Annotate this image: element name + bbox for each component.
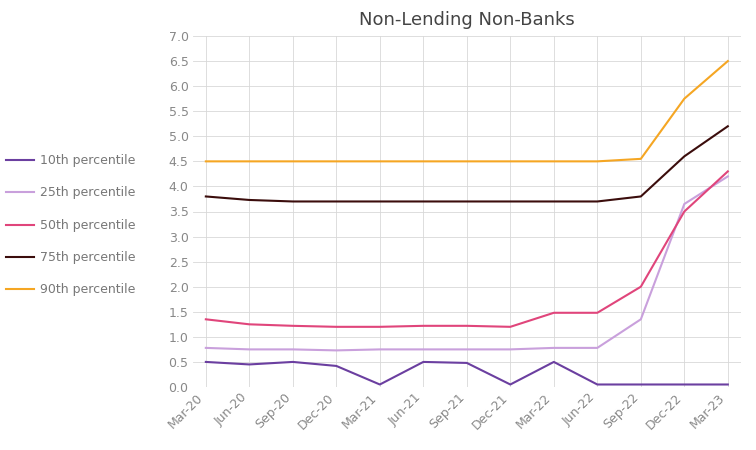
25th percentile xyxy=(550,345,559,351)
Line: 25th percentile: 25th percentile xyxy=(206,176,728,351)
75th percentile xyxy=(419,199,428,204)
75th percentile xyxy=(637,194,646,199)
75th percentile xyxy=(593,199,602,204)
Title: Non-Lending Non-Banks: Non-Lending Non-Banks xyxy=(359,11,575,29)
75th percentile xyxy=(550,199,559,204)
Line: 50th percentile: 50th percentile xyxy=(206,171,728,327)
Line: 10th percentile: 10th percentile xyxy=(206,362,728,384)
10th percentile xyxy=(288,359,297,364)
90th percentile xyxy=(593,159,602,164)
25th percentile xyxy=(506,346,515,352)
50th percentile xyxy=(550,310,559,315)
10th percentile xyxy=(680,382,689,387)
10th percentile xyxy=(550,359,559,364)
75th percentile xyxy=(375,199,384,204)
25th percentile xyxy=(375,346,384,352)
50th percentile xyxy=(593,310,602,315)
10th percentile xyxy=(463,360,472,366)
90th percentile xyxy=(288,159,297,164)
10th percentile xyxy=(637,382,646,387)
90th percentile xyxy=(201,159,210,164)
75th percentile xyxy=(463,199,472,204)
25th percentile xyxy=(245,346,254,352)
75th percentile xyxy=(723,124,733,129)
25th percentile xyxy=(419,346,428,352)
25th percentile xyxy=(637,317,646,322)
25th percentile xyxy=(288,346,297,352)
25th percentile xyxy=(593,345,602,351)
50th percentile xyxy=(463,323,472,328)
90th percentile xyxy=(637,156,646,162)
90th percentile xyxy=(375,159,384,164)
25th percentile xyxy=(680,201,689,207)
10th percentile xyxy=(593,382,602,387)
90th percentile xyxy=(550,159,559,164)
50th percentile xyxy=(201,317,210,322)
10th percentile xyxy=(723,382,733,387)
25th percentile xyxy=(332,348,341,353)
50th percentile xyxy=(506,324,515,329)
Line: 75th percentile: 75th percentile xyxy=(206,126,728,202)
90th percentile xyxy=(723,58,733,64)
75th percentile xyxy=(201,194,210,199)
90th percentile xyxy=(419,159,428,164)
25th percentile xyxy=(463,346,472,352)
10th percentile xyxy=(419,359,428,364)
50th percentile xyxy=(419,323,428,328)
75th percentile xyxy=(506,199,515,204)
10th percentile xyxy=(245,362,254,367)
Line: 90th percentile: 90th percentile xyxy=(206,61,728,162)
50th percentile xyxy=(332,324,341,329)
50th percentile xyxy=(637,284,646,289)
75th percentile xyxy=(332,199,341,204)
75th percentile xyxy=(288,199,297,204)
25th percentile xyxy=(201,345,210,351)
10th percentile xyxy=(201,359,210,364)
10th percentile xyxy=(506,382,515,387)
Legend: 10th percentile, 25th percentile, 50th percentile, 75th percentile, 90th percent: 10th percentile, 25th percentile, 50th p… xyxy=(6,154,135,296)
90th percentile xyxy=(506,159,515,164)
90th percentile xyxy=(245,159,254,164)
90th percentile xyxy=(680,96,689,101)
50th percentile xyxy=(245,322,254,327)
75th percentile xyxy=(680,153,689,159)
25th percentile xyxy=(723,174,733,179)
90th percentile xyxy=(463,159,472,164)
75th percentile xyxy=(245,197,254,202)
50th percentile xyxy=(723,169,733,174)
50th percentile xyxy=(375,324,384,329)
10th percentile xyxy=(332,363,341,369)
90th percentile xyxy=(332,159,341,164)
50th percentile xyxy=(680,209,689,214)
50th percentile xyxy=(288,323,297,328)
10th percentile xyxy=(375,382,384,387)
